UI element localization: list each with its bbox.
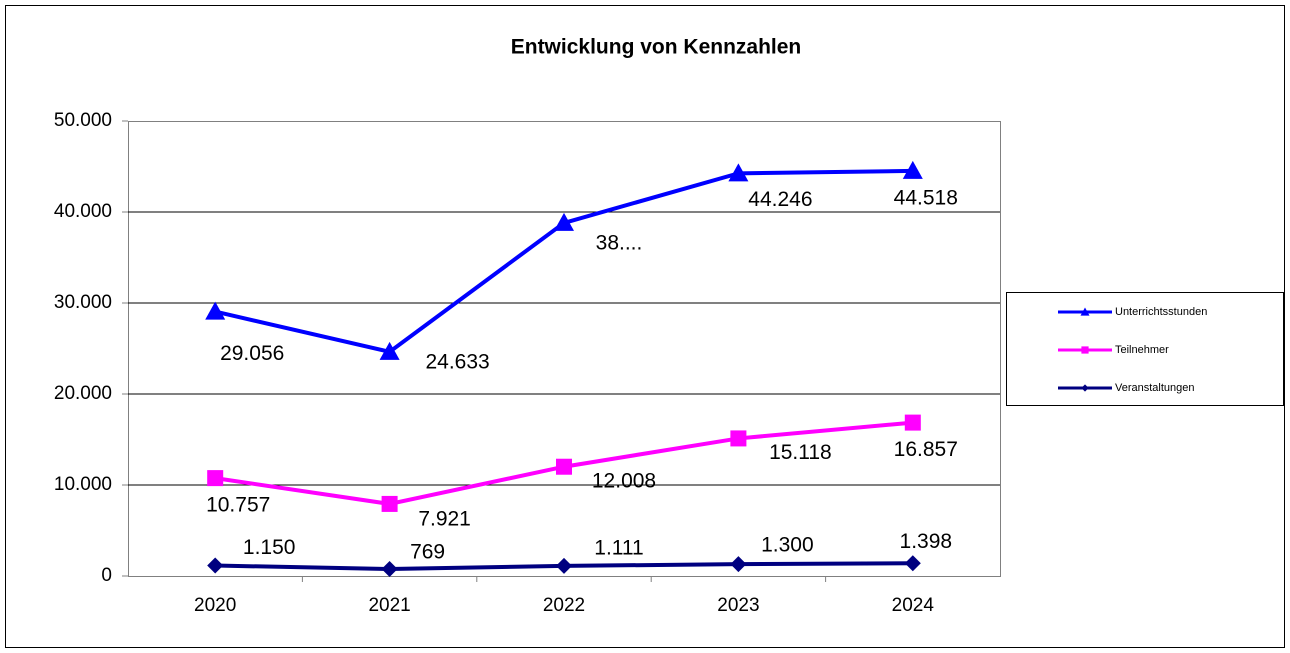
- x-tick-label: 2023: [717, 595, 759, 616]
- y-tick-label: 30.000: [54, 292, 112, 313]
- legend-label: Teilnehmer: [1115, 344, 1169, 356]
- point-marker: [554, 212, 574, 231]
- x-tick-label: 2022: [543, 595, 585, 616]
- point-marker: [556, 458, 572, 475]
- point-marker: [730, 556, 747, 573]
- point-marker: [381, 495, 398, 512]
- data-label: 12.008: [592, 469, 656, 492]
- point-marker: [381, 561, 398, 578]
- data-label: 1.398: [900, 530, 953, 553]
- data-label: 29.056: [220, 342, 284, 365]
- data-label: 15.118: [769, 441, 832, 464]
- legend: [1006, 292, 1284, 406]
- point-marker: [207, 557, 224, 574]
- x-tick-label: 2020: [194, 595, 236, 616]
- data-label: 10.757: [206, 494, 270, 517]
- data-label: 1.111: [594, 536, 643, 559]
- plot-area: [128, 121, 1001, 577]
- point-marker: [904, 555, 921, 572]
- legend-label: Unterrichtsstunden: [1115, 306, 1207, 318]
- data-label: 44.246: [748, 188, 812, 211]
- data-label: 44.518: [894, 186, 958, 209]
- point-marker: [207, 470, 224, 487]
- point-marker: [1081, 346, 1089, 354]
- point-marker: [205, 301, 226, 320]
- y-tick-label: 40.000: [54, 201, 112, 222]
- chart-title: Entwicklung von Kennzahlen: [511, 36, 802, 59]
- data-label: 7.921: [418, 507, 471, 530]
- data-label: 769: [410, 541, 445, 564]
- point-marker: [1080, 307, 1090, 316]
- point-marker: [904, 414, 921, 431]
- data-label: 1.300: [761, 534, 814, 557]
- data-label: 24.633: [425, 350, 489, 373]
- point-marker: [902, 160, 923, 179]
- point-marker: [1081, 384, 1089, 392]
- data-label: 1.150: [243, 536, 296, 559]
- data-label: 38....: [596, 231, 643, 254]
- x-tick-label: 2021: [368, 595, 410, 616]
- point-marker: [728, 163, 749, 182]
- y-tick-label: 20.000: [54, 383, 112, 404]
- y-tick-label: 50.000: [54, 110, 112, 131]
- y-tick-label: 0: [101, 565, 112, 586]
- y-tick-label: 10.000: [54, 474, 112, 495]
- legend-label: Veranstaltungen: [1115, 382, 1195, 394]
- point-marker: [730, 430, 747, 447]
- point-marker: [556, 557, 572, 574]
- point-marker: [379, 341, 400, 360]
- x-tick-label: 2024: [892, 595, 935, 616]
- data-label: 16.857: [894, 438, 958, 461]
